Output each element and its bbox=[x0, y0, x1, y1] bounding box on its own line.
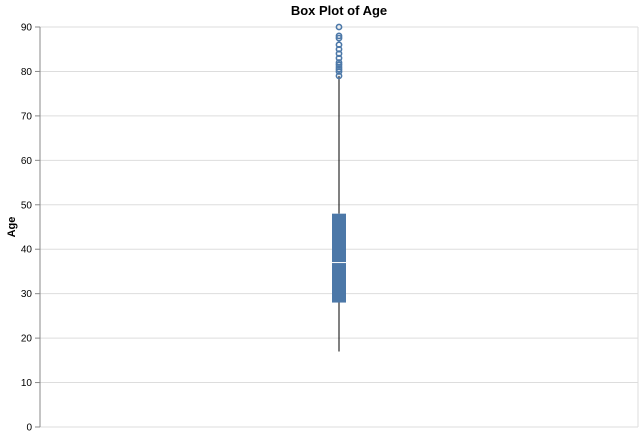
chart-title: Box Plot of Age bbox=[291, 3, 387, 18]
y-tick-label-10: 10 bbox=[21, 378, 33, 389]
y-tick-label-20: 20 bbox=[21, 334, 33, 345]
y-tick-label-70: 70 bbox=[21, 111, 33, 122]
outlier-point-4 bbox=[335, 61, 343, 69]
y-tick-label-80: 80 bbox=[21, 67, 33, 78]
y-tick-label-30: 30 bbox=[21, 289, 33, 300]
y-axis: 0 10 20 30 40 50 60 70 80 90 bbox=[21, 23, 41, 434]
y-tick-label-90: 90 bbox=[21, 23, 33, 34]
y-tick-label-40: 40 bbox=[21, 245, 33, 256]
y-tick-label-60: 60 bbox=[21, 156, 33, 167]
box-plot-marks bbox=[332, 23, 346, 352]
box-iqr bbox=[332, 213, 346, 303]
outlier-point-10 bbox=[335, 34, 343, 42]
outlier-point-11 bbox=[335, 32, 343, 40]
y-axis-title: Age bbox=[6, 217, 18, 238]
outlier-point-9 bbox=[335, 41, 343, 49]
y-tick-label-50: 50 bbox=[21, 200, 33, 211]
outlier-point-12 bbox=[335, 23, 343, 31]
y-tick-label-0: 0 bbox=[26, 423, 32, 434]
